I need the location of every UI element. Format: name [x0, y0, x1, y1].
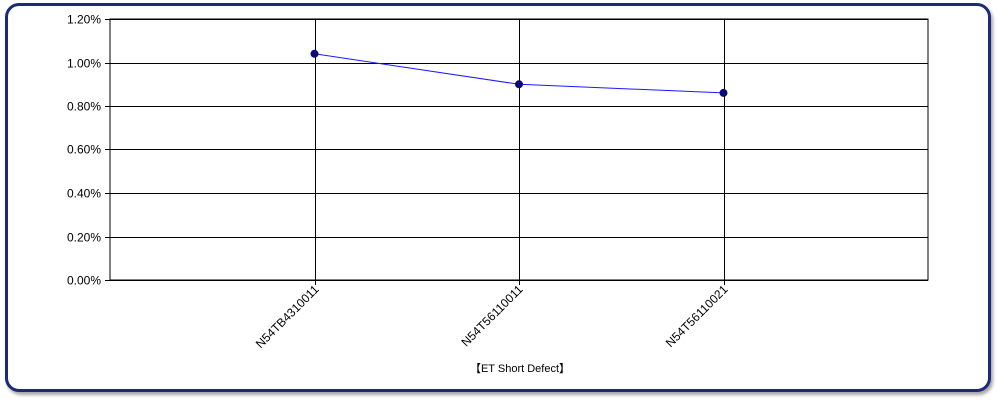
data-point	[515, 80, 523, 89]
data-point	[719, 88, 728, 97]
series-layer	[310, 49, 728, 97]
x-tick-label: N54T56110021	[663, 282, 731, 350]
y-tick-label: 0.40%	[67, 187, 101, 201]
y-tick-label: 0.60%	[67, 143, 101, 157]
y-tick-label: 1.00%	[67, 57, 101, 71]
y-tick-label: 0.00%	[67, 274, 101, 288]
y-tick-label: 0.80%	[67, 100, 101, 114]
x-tick-label: N54T56110011	[458, 282, 525, 349]
data-point	[310, 49, 319, 58]
x-tick-label: N54TB4310011	[253, 282, 322, 351]
x-axis-title: 【ET Short Defect】	[470, 362, 570, 375]
y-tick-label: 0.20%	[67, 231, 101, 245]
chart-frame	[5, 3, 991, 392]
axis-layer	[105, 19, 725, 285]
grid-layer	[109, 18, 929, 281]
y-tick-label: 1.20%	[67, 13, 101, 27]
